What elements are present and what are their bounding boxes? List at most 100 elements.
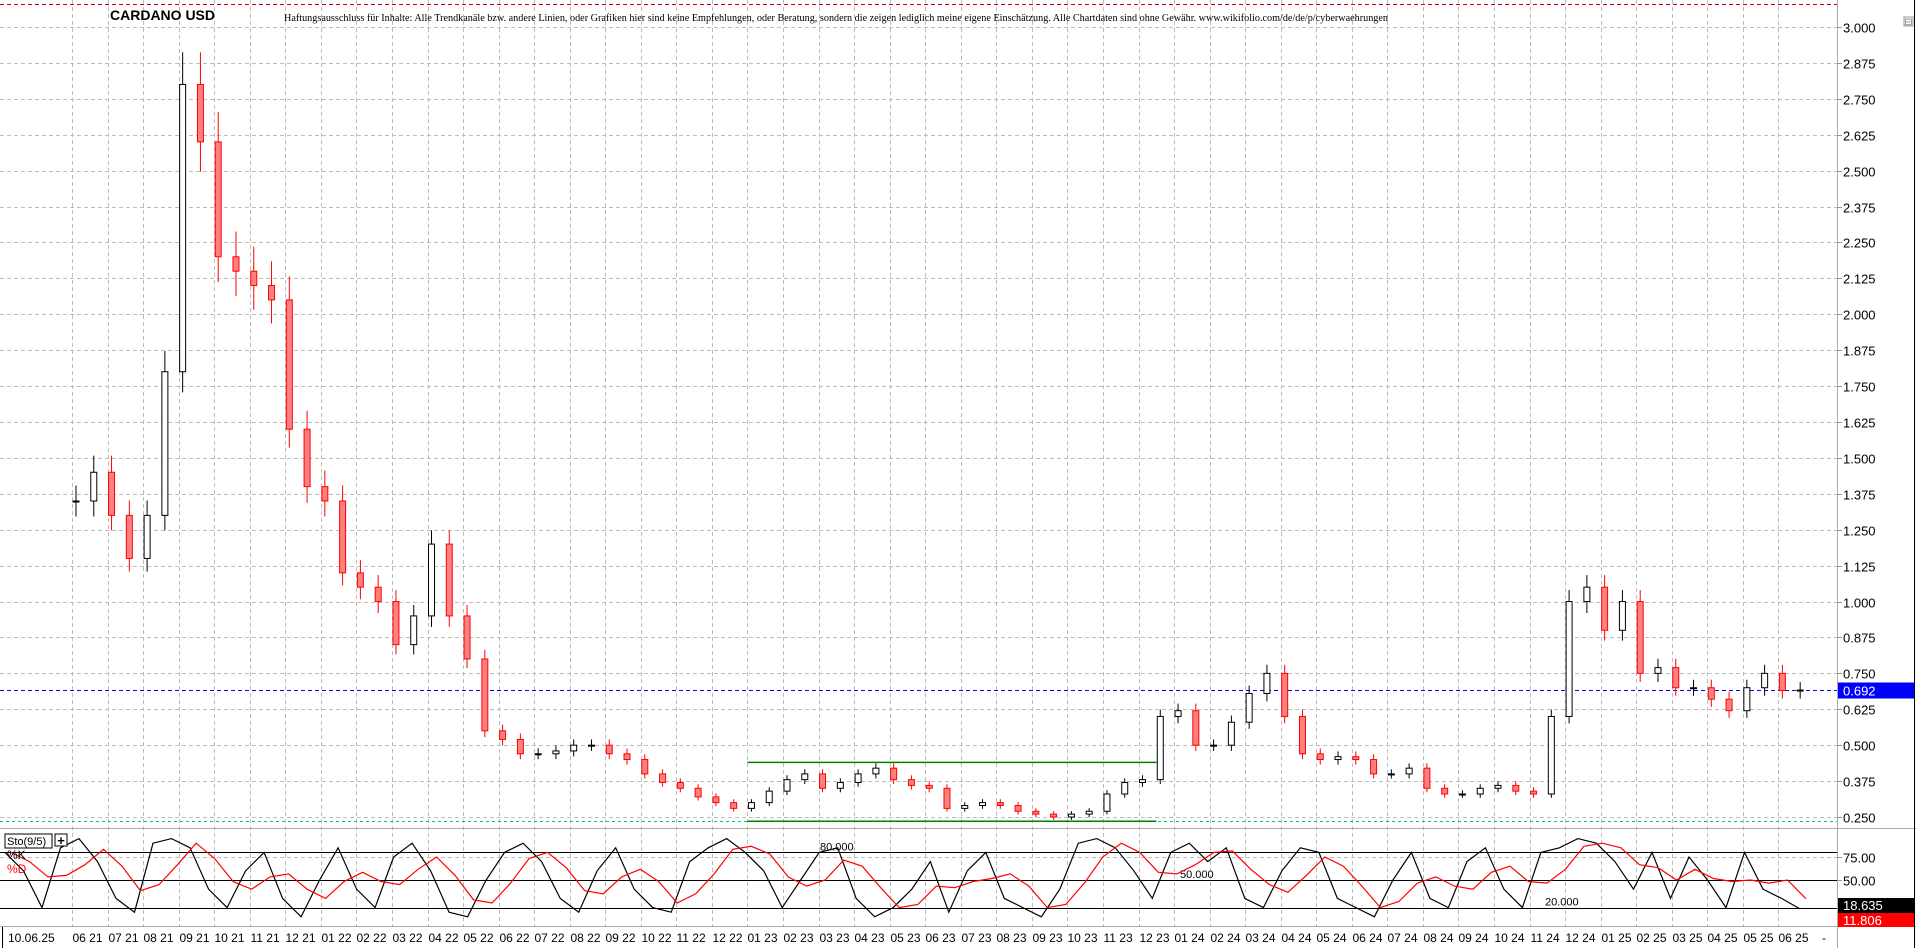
- candle-body: [1565, 601, 1573, 717]
- candle-body: [1672, 667, 1680, 689]
- k-legend: %K: [7, 848, 26, 862]
- candle-body: [819, 773, 827, 789]
- candle-body: [1547, 715, 1555, 795]
- candle-body: [1636, 601, 1644, 674]
- time-tick-label: 06 23: [926, 931, 956, 945]
- candle-body: [1796, 689, 1804, 692]
- candle-body: [481, 658, 489, 732]
- time-tick-label: 11 24: [1531, 931, 1560, 945]
- time-tick-label: 10 23: [1068, 931, 1098, 945]
- candle-body: [1530, 790, 1538, 795]
- time-tick-label: 03 22: [393, 931, 423, 945]
- candle-body: [854, 773, 862, 784]
- time-tick-label: 10 24: [1495, 931, 1525, 945]
- time-tick-label: 06 25: [1779, 931, 1809, 945]
- candle-body: [1121, 782, 1129, 795]
- price-tick-label: 0.500: [1843, 739, 1876, 754]
- candle-body: [1778, 672, 1786, 692]
- candle-body: [765, 790, 773, 804]
- time-tick-label: 04 22: [429, 931, 459, 945]
- last-price-badge: 0.692: [1838, 682, 1914, 699]
- candle-body: [907, 779, 915, 786]
- candle-body: [659, 773, 667, 784]
- time-tick-label: 06 24: [1353, 931, 1383, 945]
- time-axis: 06 21 07 21 08 21 09 21 10 21 11 21 12 21 01 22…: [73, 931, 1809, 945]
- candle-body: [1423, 767, 1431, 789]
- time-tick-label: 01 24: [1175, 931, 1205, 945]
- candle-body: [587, 744, 595, 747]
- time-tick-label: 04 23: [855, 931, 885, 945]
- collapse-button[interactable]: ⊟: [1903, 16, 1914, 28]
- candle-body: [1156, 715, 1164, 781]
- price-tick-label: 0.750: [1843, 667, 1876, 682]
- candle-body: [872, 767, 880, 775]
- candle-body: [143, 514, 151, 559]
- candle-body: [1618, 601, 1626, 631]
- stoch-add-button[interactable]: +: [54, 833, 68, 848]
- time-tick-label: 01 23: [748, 931, 778, 945]
- candle-body: [428, 543, 435, 617]
- time-axis-scroll-marker[interactable]: -: [1822, 931, 1826, 945]
- candle-body: [1761, 672, 1769, 689]
- reference-lines: [0, 4, 1837, 823]
- last-price-label: 0.692: [1843, 684, 1876, 699]
- candle-body: [1690, 687, 1698, 690]
- candle-body: [72, 500, 80, 503]
- time-tick-label: 01 25: [1602, 931, 1632, 945]
- candle-body: [1316, 753, 1324, 761]
- candle-body: [641, 759, 649, 775]
- stoch-tick-label: 50.00: [1843, 874, 1876, 889]
- candle-body: [1476, 787, 1484, 795]
- current-date-label: 10.06.25: [8, 931, 55, 945]
- price-tick-label: 1.375: [1843, 488, 1876, 503]
- price-tick-label: 2.625: [1843, 129, 1876, 144]
- time-tick-label: 08 24: [1424, 931, 1454, 945]
- candle-body: [943, 787, 951, 809]
- time-tick-label: 09 22: [606, 931, 636, 945]
- candle-body: [392, 601, 400, 646]
- price-tick-label: 2.250: [1843, 236, 1876, 251]
- price-tick-label: 3.000: [1843, 21, 1876, 36]
- grid: [0, 0, 1837, 926]
- time-tick-label: 12 23: [1140, 931, 1170, 945]
- time-tick-label: 05 22: [464, 931, 494, 945]
- price-tick-label: 1.625: [1843, 416, 1876, 431]
- d-value-badge: 11.806: [1838, 913, 1914, 928]
- price-tick-label: 0.375: [1843, 775, 1876, 790]
- disclaimer-text: Haftungsausschluss für Inhalte: Alle Tre…: [284, 13, 1388, 24]
- k-line: [4, 837, 1801, 918]
- stoch-level-label: 50.000: [1180, 869, 1214, 881]
- candle-body: [1583, 586, 1591, 603]
- candle-body: [339, 500, 347, 574]
- candle-body: [516, 738, 524, 755]
- candle-body: [1298, 715, 1306, 755]
- candle-body: [285, 299, 293, 430]
- candle-body: [1139, 779, 1146, 784]
- time-tick-label: 08 22: [571, 931, 601, 945]
- candle-body: [1494, 784, 1502, 789]
- price-tick-label: 2.125: [1843, 272, 1876, 287]
- price-tick-label: 1.250: [1843, 524, 1876, 539]
- time-tick-label: 07 24: [1388, 931, 1418, 945]
- price-tick-label: 1.875: [1843, 344, 1876, 359]
- time-tick-label: 01 22: [322, 931, 352, 945]
- time-tick-label: 05 25: [1744, 931, 1774, 945]
- candle-body: [1654, 667, 1662, 674]
- candle-body: [979, 802, 987, 807]
- candle-body: [410, 615, 418, 646]
- time-tick-label: 11 21: [251, 931, 280, 945]
- price-tick-label: 1.500: [1843, 452, 1876, 467]
- candle-body: [303, 428, 311, 488]
- time-tick-label: 02 23: [784, 931, 814, 945]
- price-tick-label: 1.750: [1843, 380, 1876, 395]
- candle-body: [1743, 687, 1751, 712]
- time-tick-label: 07 23: [962, 931, 992, 945]
- candle-body: [712, 796, 720, 804]
- candle-body: [836, 782, 844, 789]
- candle-body: [356, 572, 364, 588]
- candle-body: [1192, 710, 1200, 746]
- candle-body: [1050, 813, 1058, 818]
